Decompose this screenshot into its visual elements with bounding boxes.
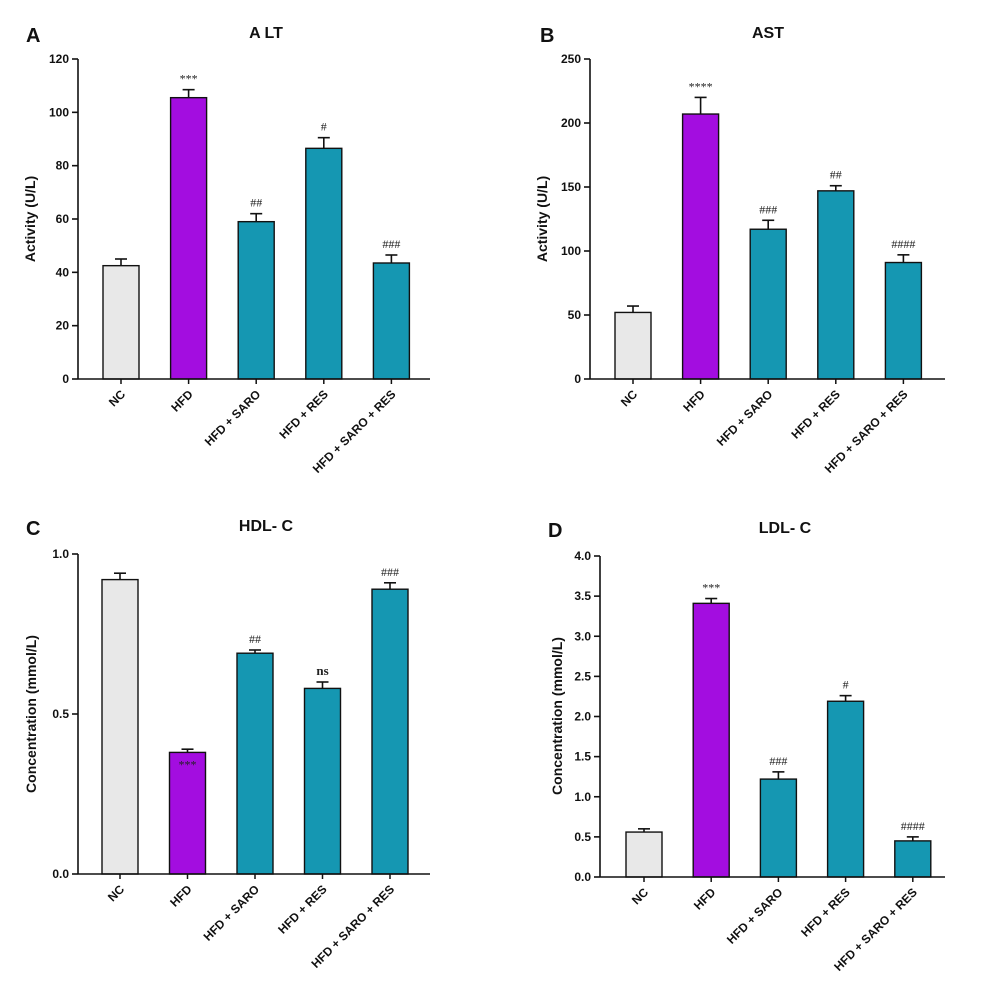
y-tick-label: 20 — [56, 319, 70, 333]
significance-label: *** — [702, 581, 720, 595]
y-tick-label: 2.0 — [574, 710, 591, 724]
y-tick-label: 1.0 — [574, 790, 591, 804]
significance-label: *** — [180, 72, 198, 86]
category-label: HFD + SARO — [714, 387, 776, 449]
bar — [692, 602, 730, 878]
significance-label: **** — [689, 79, 713, 93]
y-tick-label: 40 — [56, 265, 70, 279]
significance-label: ns — [316, 663, 328, 678]
bar — [168, 751, 207, 875]
y-tick-label: 250 — [561, 52, 581, 66]
category-label: HFD — [691, 885, 719, 913]
bar — [372, 262, 411, 380]
y-tick-label: 0.5 — [574, 830, 591, 844]
significance-label: *** — [179, 757, 197, 771]
category-label: HFD + SARO — [201, 882, 263, 944]
panel-letter: A — [26, 25, 40, 47]
chart-panel-d: D LDL- C Concentration (mmol/L) NC *** HFD… — [548, 520, 945, 974]
y-axis-label: Concentration (mmol/L) — [23, 635, 39, 793]
y-tick-label: 150 — [561, 180, 581, 194]
category-label: NC — [629, 885, 651, 907]
category-label: HFD + SARO — [724, 885, 786, 947]
bar — [826, 700, 865, 878]
y-axis-label: Activity (U/L) — [22, 176, 38, 262]
significance-label: ### — [769, 754, 787, 768]
bar — [305, 147, 343, 380]
y-tick-label: 60 — [56, 212, 70, 226]
panel-letter: D — [548, 520, 562, 542]
significance-label: #### — [901, 819, 925, 833]
y-tick-label: 3.5 — [574, 589, 591, 603]
category-label: HFD — [168, 387, 196, 415]
y-tick-label: 2.5 — [574, 669, 591, 683]
y-axis-label: Concentration (mmol/L) — [549, 637, 565, 795]
significance-label: ## — [250, 196, 262, 210]
y-tick-label: 1.0 — [52, 547, 69, 561]
y-tick-label: 0.0 — [574, 870, 591, 884]
significance-label: # — [321, 120, 327, 134]
bar — [759, 778, 798, 878]
y-tick-label: 100 — [561, 244, 581, 258]
chart-title: HDL- C — [239, 518, 294, 535]
y-tick-label: 3.0 — [574, 629, 591, 643]
panel-letter: C — [26, 518, 40, 540]
category-label: HFD + RES — [275, 882, 329, 936]
y-tick-label: 100 — [49, 105, 69, 119]
y-tick-label: 50 — [568, 308, 582, 322]
category-label: NC — [106, 387, 128, 409]
y-tick-label: 120 — [49, 52, 69, 66]
significance-label: #### — [891, 237, 915, 251]
significance-label: ### — [381, 565, 399, 579]
y-tick-label: 0 — [62, 372, 69, 386]
category-label: HFD — [680, 387, 708, 415]
y-tick-label: 0 — [574, 372, 581, 386]
category-label: HFD + RES — [798, 885, 852, 939]
bar — [817, 190, 855, 380]
bar — [371, 588, 409, 875]
bar — [614, 311, 652, 380]
y-tick-label: 1.5 — [574, 750, 591, 764]
y-axis-label: Activity (U/L) — [534, 176, 550, 262]
panel-letter: B — [540, 25, 554, 47]
category-label: NC — [105, 882, 127, 904]
bar — [303, 687, 342, 875]
y-tick-label: 4.0 — [574, 549, 591, 563]
category-label: HFD + SARO — [202, 387, 264, 449]
significance-label: ### — [382, 237, 400, 251]
category-label: HFD + RES — [276, 387, 330, 441]
y-tick-label: 0.0 — [52, 867, 69, 881]
category-label: NC — [618, 387, 640, 409]
bar — [884, 261, 923, 380]
chart-panel-c: C HDL- C Concentration (mmol/L) NC *** HFD… — [23, 518, 430, 971]
bar — [102, 264, 140, 380]
significance-label: # — [843, 678, 849, 692]
bar — [625, 831, 663, 878]
chart-panel-b: B AST Activity (U/L) NC **** HFD ### HFD + S… — [534, 25, 945, 476]
chart-title: A LT — [249, 25, 283, 42]
chart-title: LDL- C — [759, 520, 812, 537]
bar — [236, 652, 274, 875]
bar — [749, 228, 787, 380]
y-tick-label: 0.5 — [52, 707, 69, 721]
chart-title: AST — [752, 25, 784, 42]
significance-label: ## — [249, 632, 261, 646]
bar — [169, 96, 208, 380]
category-label: HFD + RES — [788, 387, 842, 441]
bar — [237, 220, 275, 380]
bar — [101, 578, 139, 875]
significance-label: ## — [830, 168, 842, 182]
y-tick-label: 80 — [56, 159, 70, 173]
chart-panel-a: A A LT Activity (U/L) NC *** HFD ## HFD + SA… — [22, 25, 430, 476]
bar — [894, 840, 932, 878]
significance-label: ### — [759, 202, 777, 216]
category-label: HFD — [167, 882, 195, 910]
y-tick-label: 200 — [561, 116, 581, 130]
bar — [681, 113, 720, 380]
